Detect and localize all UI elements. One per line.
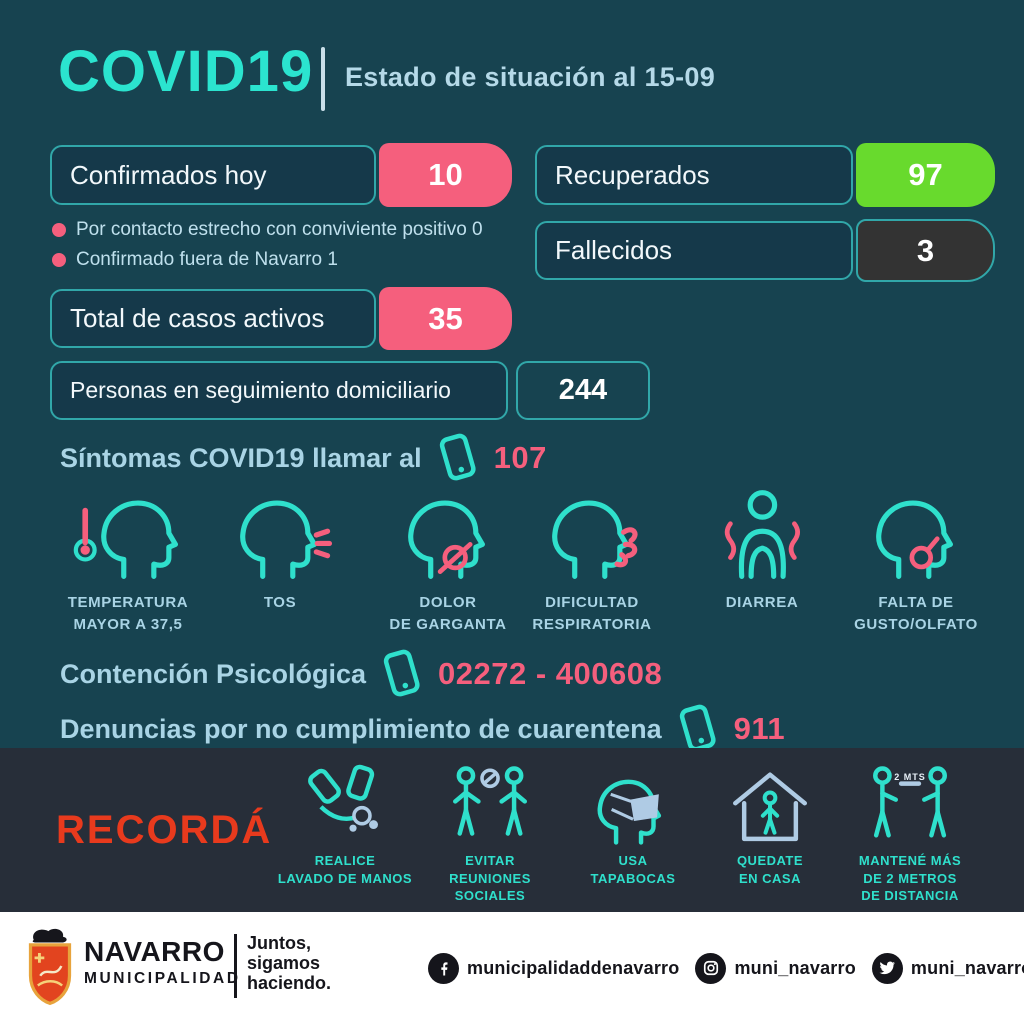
symptom-cough: TOS bbox=[198, 488, 362, 614]
hotline-number: 02272 - 400608 bbox=[438, 656, 663, 691]
stat-label-text: Confirmados hoy bbox=[70, 159, 267, 190]
footer: NAVARRO MUNICIPALIDAD Juntos, sigamos ha… bbox=[0, 912, 1024, 1024]
sore-throat-icon bbox=[408, 500, 486, 579]
phone-icon bbox=[439, 433, 476, 481]
reminder-label: USA TAPABOCAS bbox=[590, 853, 676, 886]
stat-label-casos-activos: Total de casos activos bbox=[50, 289, 376, 348]
hotline-denuncias: Denuncias por no cumplimiento de cuarent… bbox=[60, 703, 785, 755]
hotline-contencion: Contención Psicológica 02272 - 400608 bbox=[60, 648, 662, 700]
symptom-label: DIFICULTAD RESPIRATORIA bbox=[532, 594, 652, 633]
cough-icon bbox=[240, 500, 333, 579]
stat-label-text: Recuperados bbox=[555, 159, 710, 190]
note-contacto-estrecho: Por contacto estrecho con conviviente po… bbox=[52, 219, 483, 241]
reminder-label: EVITAR REUNIONES SOCIALES bbox=[449, 853, 531, 904]
org-subtitle: MUNICIPALIDAD bbox=[84, 970, 241, 987]
instagram-icon bbox=[695, 952, 727, 984]
social-handle: muni_navarro bbox=[734, 957, 856, 978]
page-title: COVID19 bbox=[58, 39, 314, 104]
stat-label-confirmados-hoy: Confirmados hoy bbox=[50, 145, 376, 205]
social-handle: municipalidaddenavarro bbox=[467, 957, 680, 978]
symptom-loss-of-taste: FALTA DE GUSTO/OLFATO bbox=[834, 488, 998, 636]
face-mask-icon bbox=[597, 779, 662, 845]
symptom-label: TOS bbox=[263, 594, 297, 611]
social-handle: muni_navarro bbox=[910, 957, 1024, 978]
note-confirmado-fuera: Confirmado fuera de Navarro 1 bbox=[52, 249, 338, 271]
stat-value-seguimiento: 244 bbox=[516, 361, 650, 420]
fever-icon bbox=[73, 500, 178, 579]
reminder-label: MANTENÉ MÁS DE 2 METROS DE DISTANCIA bbox=[858, 853, 962, 904]
facebook-icon bbox=[428, 952, 459, 984]
no-gatherings-icon bbox=[453, 766, 527, 836]
distance-tag: 2 MTS bbox=[894, 772, 926, 782]
symptom-label: TEMPERATURA MAYOR A 37,5 bbox=[67, 594, 189, 633]
reminder-distance: 2 MTS MANTENÉ MÁS DE 2 METROS DE DISTANC… bbox=[832, 764, 988, 905]
diarrhea-icon bbox=[724, 490, 800, 579]
symptom-fever: TEMPERATURA MAYOR A 37,5 bbox=[46, 488, 210, 636]
hotline-number: 911 bbox=[733, 711, 786, 746]
hand-washing-icon bbox=[308, 764, 378, 832]
twitter-icon bbox=[871, 952, 903, 984]
note-text: Por contacto estrecho con conviviente po… bbox=[76, 219, 483, 240]
hotline-number: 107 bbox=[493, 440, 547, 475]
social-facebook[interactable]: municipalidaddenavarro bbox=[428, 952, 680, 984]
hotline-label: Síntomas COVID19 llamar al bbox=[60, 442, 422, 473]
stat-value-casos-activos: 35 bbox=[379, 287, 512, 350]
social-instagram[interactable]: muni_navarro bbox=[695, 952, 856, 984]
reminder-label: QUEDATE EN CASA bbox=[736, 853, 804, 886]
symptom-label: DOLOR DE GARGANTA bbox=[389, 594, 507, 633]
reminder-hand-washing: REALICE LAVADO DE MANOS bbox=[267, 764, 423, 887]
loss-of-taste-icon bbox=[876, 500, 954, 579]
org-block: NAVARRO MUNICIPALIDAD bbox=[84, 938, 241, 988]
footer-divider bbox=[234, 934, 237, 998]
stat-label-recuperados: Recuperados bbox=[535, 145, 853, 205]
stay-home-icon bbox=[733, 772, 807, 842]
reminder-label: REALICE LAVADO DE MANOS bbox=[277, 853, 413, 886]
distance-icon bbox=[873, 766, 947, 838]
symptom-label: FALTA DE GUSTO/OLFATO bbox=[854, 594, 978, 633]
slogan: Juntos, sigamos haciendo. bbox=[247, 933, 332, 993]
reminder-face-mask: USA TAPABOCAS bbox=[555, 764, 711, 887]
breathing-difficulty-icon bbox=[552, 500, 638, 579]
symptom-breathing: DIFICULTAD RESPIRATORIA bbox=[510, 488, 674, 636]
stat-value-recuperados: 97 bbox=[856, 143, 995, 207]
symptom-diarrhea: DIARREA bbox=[680, 488, 844, 614]
hotline-sintomas: Síntomas COVID19 llamar al 107 bbox=[60, 432, 547, 484]
reminder-no-gatherings: EVITAR REUNIONES SOCIALES bbox=[412, 764, 568, 905]
symptom-sore-throat: DOLOR DE GARGANTA bbox=[366, 488, 530, 636]
bullet-dot-icon bbox=[52, 223, 66, 237]
reminders-title: RECORDÁ bbox=[56, 808, 273, 852]
symptom-label: DIARREA bbox=[725, 594, 799, 611]
stat-label-seguimiento: Personas en seguimiento domiciliario bbox=[50, 361, 508, 420]
org-name: NAVARRO bbox=[84, 936, 225, 967]
stat-label-text: Total de casos activos bbox=[70, 303, 325, 333]
stat-label-fallecidos: Fallecidos bbox=[535, 221, 853, 280]
stat-value-confirmados-hoy: 10 bbox=[379, 143, 512, 207]
hotline-label: Contención Psicológica bbox=[60, 658, 367, 689]
stat-label-text: Personas en seguimiento domiciliario bbox=[70, 377, 451, 403]
navarro-shield-logo bbox=[28, 928, 72, 1006]
stat-value-fallecidos: 3 bbox=[856, 219, 995, 282]
note-text: Confirmado fuera de Navarro 1 bbox=[76, 249, 338, 270]
reminder-stay-home: QUEDATE EN CASA bbox=[692, 764, 848, 887]
header-divider bbox=[321, 47, 325, 111]
phone-icon bbox=[679, 704, 716, 752]
social-links: municipalidaddenavarro muni_navarro muni… bbox=[428, 912, 1024, 1024]
hotline-label: Denuncias por no cumplimiento de cuarent… bbox=[60, 713, 662, 744]
bullet-dot-icon bbox=[52, 253, 66, 267]
reminders-band: RECORDÁ REALICE LAVADO DE MANOS bbox=[0, 748, 1024, 912]
header-subtitle: Estado de situación al 15-09 bbox=[345, 62, 716, 92]
social-twitter[interactable]: muni_navarro bbox=[871, 952, 1024, 984]
phone-icon bbox=[383, 649, 420, 697]
stat-label-text: Fallecidos bbox=[555, 235, 673, 265]
